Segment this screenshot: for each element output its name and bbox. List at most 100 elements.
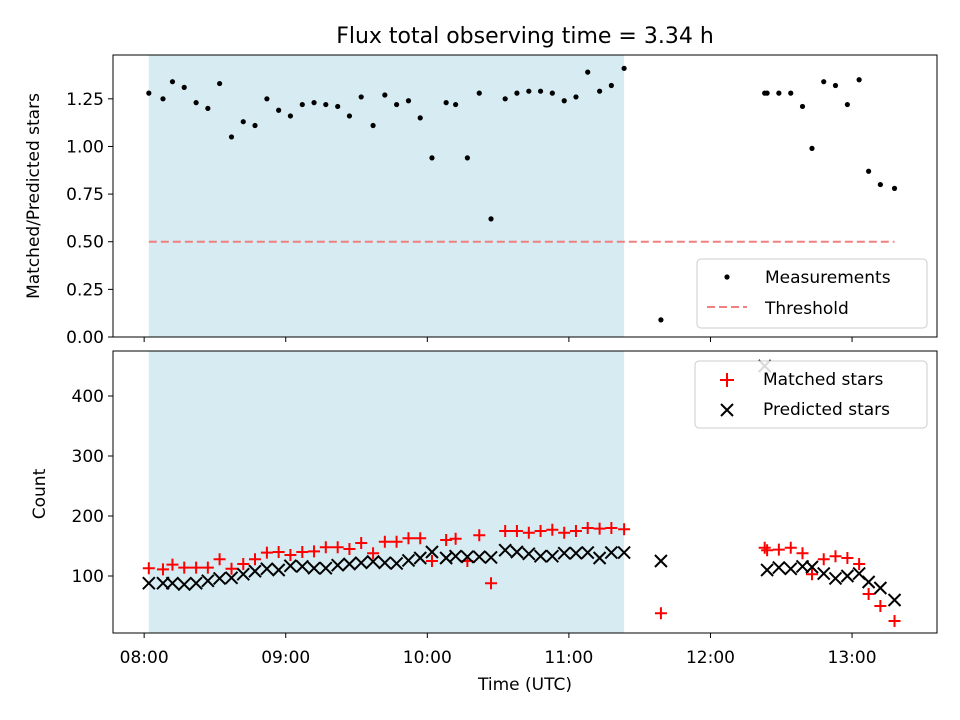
measurement-point bbox=[393, 101, 400, 108]
predicted-star-marker bbox=[545, 549, 560, 563]
predicted-star-marker bbox=[772, 560, 786, 575]
measurement-point bbox=[821, 79, 827, 85]
predicted-star-marker bbox=[201, 574, 215, 588]
x-tick-label: 13:00 bbox=[828, 648, 877, 668]
measurement-point bbox=[358, 94, 364, 100]
predicted-star-marker bbox=[425, 545, 439, 559]
top-y-tick-label: 1.00 bbox=[66, 137, 104, 157]
predicted-star-marker bbox=[283, 559, 298, 573]
measurement-point bbox=[382, 92, 388, 98]
top-y-tick-label: 0.00 bbox=[66, 328, 104, 348]
predicted-star-marker bbox=[401, 553, 416, 568]
matched-star-marker bbox=[402, 532, 415, 545]
matched-star-marker bbox=[190, 561, 203, 574]
predicted-star-marker bbox=[330, 558, 345, 572]
measurement-point bbox=[476, 90, 482, 96]
predicted-star-marker bbox=[557, 546, 571, 560]
measurement-point bbox=[621, 65, 627, 71]
matched-star-marker bbox=[499, 525, 512, 537]
measurement-point bbox=[788, 90, 794, 96]
matched-star-marker bbox=[296, 546, 309, 558]
x-tick-label: 11:00 bbox=[544, 648, 593, 668]
predicted-star-marker bbox=[784, 562, 798, 576]
predicted-star-marker bbox=[592, 551, 607, 565]
measurement-point bbox=[464, 155, 470, 161]
predicted-star-marker bbox=[319, 561, 333, 575]
matched-star-marker bbox=[284, 549, 297, 561]
count-points bbox=[142, 359, 902, 627]
matched-star-marker bbox=[473, 529, 486, 542]
matched-star-marker bbox=[367, 547, 380, 560]
bottom-panel: 100 200 300 400 08:00 09:00 10:00 11:00 12:00 13:… bbox=[30, 350, 938, 695]
matched-star-marker bbox=[414, 532, 427, 545]
predicted-star-marker bbox=[654, 554, 668, 568]
legend-predicted-label: Predicted stars bbox=[763, 400, 890, 420]
measurement-point bbox=[417, 115, 423, 121]
predicted-star-marker bbox=[498, 543, 512, 557]
bottom-y-tick-label: 100 bbox=[72, 567, 104, 587]
top-axis-ticks: 0.00 0.25 0.50 0.75 1.00 1.25 bbox=[66, 90, 853, 348]
measurement-point bbox=[877, 181, 883, 188]
predicted-star-marker bbox=[873, 581, 888, 595]
bottom-legend: Matched stars Predicted stars bbox=[694, 360, 928, 429]
matched-star-marker bbox=[178, 561, 191, 574]
predicted-star-marker bbox=[887, 593, 902, 607]
predicted-star-marker bbox=[366, 554, 380, 569]
legend-measurements-marker bbox=[724, 274, 730, 280]
predicted-star-marker bbox=[248, 564, 262, 578]
x-tick-label: 08:00 bbox=[120, 648, 169, 668]
matched-star-marker bbox=[796, 547, 809, 560]
matched-star-marker bbox=[249, 553, 262, 566]
x-axis-label: Time (UTC) bbox=[477, 675, 572, 695]
measurement-point bbox=[537, 88, 544, 94]
matched-star-marker bbox=[758, 541, 771, 554]
bottom-y-axis-label: Count bbox=[30, 468, 50, 519]
top-observing-window bbox=[148, 55, 625, 337]
measurement-point bbox=[453, 101, 459, 108]
predicted-star-marker bbox=[142, 576, 156, 590]
x-tick-label: 12:00 bbox=[686, 648, 735, 668]
x-tick-label: 09:00 bbox=[261, 648, 310, 668]
matched-star-marker bbox=[156, 563, 169, 576]
matched-star-marker bbox=[308, 545, 321, 558]
matched-star-marker bbox=[390, 535, 403, 548]
top-highlight-span bbox=[148, 55, 625, 337]
x-tick-label: 10:00 bbox=[403, 648, 452, 668]
predicted-star-marker bbox=[307, 561, 321, 575]
matched-star-marker bbox=[449, 532, 462, 545]
predicted-star-marker bbox=[342, 557, 357, 571]
measurement-point bbox=[799, 103, 806, 110]
predicted-star-marker bbox=[378, 556, 392, 570]
measurement-point bbox=[370, 122, 376, 129]
matched-star-marker bbox=[534, 525, 547, 537]
matched-star-marker bbox=[522, 526, 535, 539]
top-axes-frame bbox=[112, 54, 938, 338]
measurement-point bbox=[443, 100, 449, 106]
bottom-observing-window bbox=[148, 351, 625, 633]
predicted-star-marker bbox=[861, 575, 876, 589]
top-y-tick-label: 0.25 bbox=[66, 280, 104, 300]
measurement-point bbox=[526, 88, 532, 94]
matched-star-marker bbox=[440, 534, 453, 546]
predicted-star-marker bbox=[604, 545, 619, 560]
matched-star-marker bbox=[862, 588, 875, 600]
measurement-point bbox=[146, 90, 152, 96]
matched-star-marker bbox=[593, 522, 606, 535]
predicted-star-marker bbox=[760, 563, 774, 577]
measurement-point bbox=[608, 82, 614, 89]
matched-star-marker bbox=[142, 562, 155, 575]
measurement-point bbox=[299, 101, 305, 108]
top-y-axis-label: Matched/Predicted stars bbox=[24, 93, 44, 299]
matched-star-marker bbox=[618, 523, 631, 536]
matched-star-marker bbox=[654, 607, 667, 620]
measurement-point bbox=[844, 101, 850, 108]
predicted-star-marker bbox=[156, 576, 170, 590]
predicted-star-marker bbox=[581, 545, 595, 560]
predicted-star-marker bbox=[805, 560, 819, 574]
measurement-point bbox=[809, 145, 815, 151]
predicted-star-marker bbox=[817, 566, 831, 581]
matched-star-marker bbox=[225, 562, 238, 575]
measurement-point bbox=[181, 84, 187, 90]
matched-star-marker bbox=[829, 550, 842, 563]
measurement-point bbox=[866, 168, 872, 174]
